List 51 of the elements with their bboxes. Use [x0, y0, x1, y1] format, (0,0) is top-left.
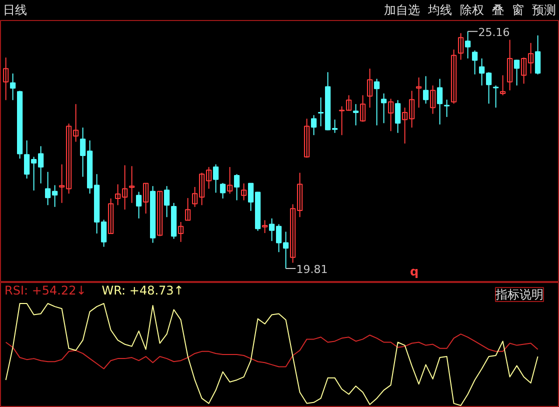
series-label: WR: +48.73↑	[102, 284, 184, 298]
text: 加自选	[384, 3, 420, 17]
chart-title: 日线	[3, 2, 27, 19]
text: 预测	[532, 3, 556, 17]
candlestick	[472, 50, 478, 75]
candlestick	[422, 76, 429, 104]
candlestick	[178, 221, 184, 242]
candlestick	[136, 191, 142, 219]
candlestick	[380, 92, 387, 124]
candlestick	[164, 186, 170, 218]
candlestick	[514, 59, 520, 86]
candlestick	[129, 166, 135, 204]
candlestick	[227, 166, 233, 194]
candlestick	[388, 98, 394, 132]
candlestick	[430, 84, 436, 114]
candlestick	[394, 100, 401, 134]
candlestick	[500, 74, 506, 96]
candlestick	[444, 99, 450, 118]
candlestick	[374, 78, 380, 126]
candlestick	[311, 114, 317, 136]
candlestick	[450, 49, 457, 104]
candlestick	[185, 198, 191, 221]
candlestick	[436, 78, 443, 125]
candlestick	[366, 68, 373, 108]
candlestick	[492, 84, 499, 108]
candlestick	[220, 182, 226, 199]
text: 除权	[460, 3, 484, 17]
candlestick	[506, 39, 513, 91]
annotation: q	[410, 264, 419, 278]
candlestick	[10, 73, 16, 101]
candlestick	[352, 104, 359, 126]
candlestick	[262, 220, 268, 234]
candlestick	[458, 32, 464, 60]
candlestick	[416, 77, 422, 108]
annotation: 19.81	[296, 263, 328, 276]
text: 窗	[512, 3, 524, 17]
candlestick	[213, 164, 219, 194]
candlestick	[464, 30, 471, 59]
candlestick	[108, 198, 114, 234]
candlestick	[234, 174, 240, 201]
candlestick	[534, 34, 541, 75]
text: 叠	[492, 3, 504, 17]
candlestick	[3, 57, 9, 101]
text: RSI: +54.22↓	[4, 284, 86, 298]
candlestick	[241, 182, 247, 201]
text: 均线	[428, 3, 452, 17]
candlestick	[304, 118, 310, 158]
annotation: 25.16	[478, 26, 510, 39]
candlestick	[143, 182, 149, 214]
candlestick	[360, 94, 366, 122]
candlestick	[157, 190, 163, 237]
